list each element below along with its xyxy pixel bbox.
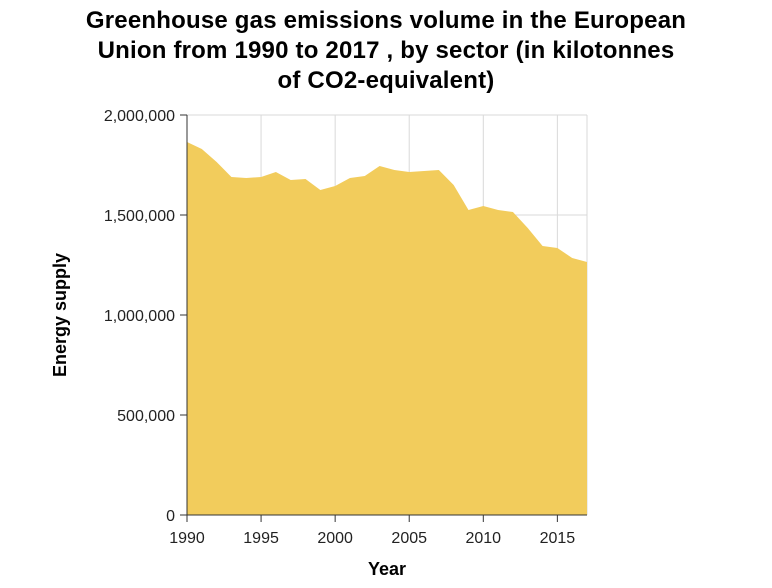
axes <box>180 114 587 522</box>
x-tick-label-2010: 2010 <box>465 530 501 547</box>
y-tick-label-4: 2,000,000 <box>104 108 175 125</box>
chart-title-line-1: Greenhouse gas emissions volume in the E… <box>85 7 687 34</box>
x-axis-title: Year <box>368 559 406 579</box>
chart-title-line-2: Union from 1990 to 2017 , by sector (in … <box>97 37 675 64</box>
x-tick-label-1990: 1990 <box>169 530 205 547</box>
x-tick-label-2015: 2015 <box>540 530 576 547</box>
y-tick-label-2: 1,000,000 <box>104 308 175 325</box>
tick-labels: 0 500,000 1,000,000 1,500,000 2,000,000 1990 1… <box>104 108 575 547</box>
emissions-area <box>187 142 587 515</box>
y-tick-label-1: 500,000 <box>117 408 175 425</box>
y-tick-label-3: 1,500,000 <box>104 208 175 225</box>
x-tick-label-2005: 2005 <box>391 530 427 547</box>
y-tick-label-0: 0 <box>166 508 175 525</box>
y-axis-title: Energy supply <box>50 253 70 377</box>
x-tick-label-1995: 1995 <box>243 530 279 547</box>
chart-title-line-3: of CO2-equivalent) <box>277 67 495 94</box>
area-layer <box>187 142 587 515</box>
chart-title: Greenhouse gas emissions volume in the E… <box>0 6 772 96</box>
x-tick-label-2000: 2000 <box>317 530 353 547</box>
